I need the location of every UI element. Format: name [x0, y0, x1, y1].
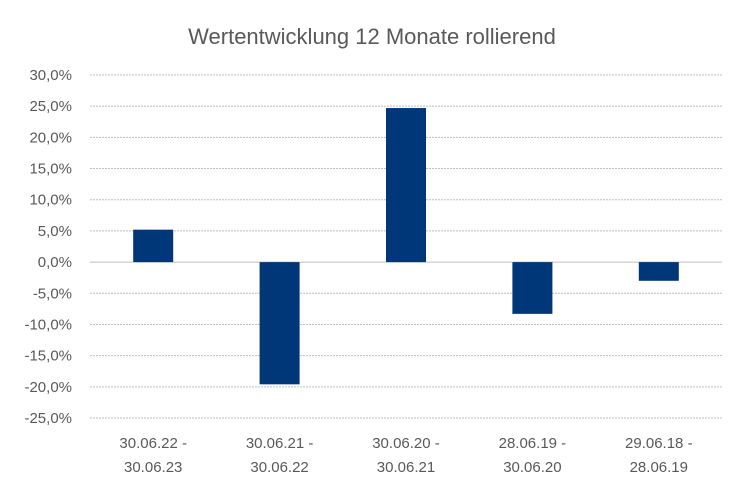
y-tick-label: -20,0% [24, 379, 72, 396]
y-tick-label: -25,0% [24, 410, 72, 427]
x-category-label: 28.06.19 [630, 459, 688, 476]
x-category-label: 30.06.22 - [119, 435, 187, 452]
y-tick-label: -15,0% [24, 348, 72, 365]
y-tick-label: 25,0% [29, 98, 72, 115]
y-tick-label: -5,0% [33, 285, 72, 302]
x-category-label: 28.06.19 - [499, 435, 567, 452]
bar [638, 262, 679, 281]
bar [133, 229, 174, 263]
y-tick-label: 15,0% [29, 161, 72, 178]
x-category-label: 30.06.22 [250, 459, 308, 476]
y-tick-label: 5,0% [38, 223, 72, 240]
bar [259, 262, 300, 385]
bar [386, 108, 426, 263]
x-category-label: 30.06.21 [377, 459, 435, 476]
y-axis-tick-labels: 30,0% 25,0% 20,0% 15,0% 10,0% 5,0% 0,0% -5,0% -1… [24, 67, 72, 427]
x-axis-category-labels: 30.06.22 - 30.06.23 30.06.21 - 30.06.22 30.0… [119, 435, 692, 476]
x-category-label: 30.06.20 - [372, 435, 440, 452]
bar [512, 262, 553, 314]
y-tick-label: 0,0% [38, 254, 72, 271]
x-category-label: 30.06.20 [503, 459, 561, 476]
bars [133, 108, 679, 385]
x-category-label: 29.06.18 - [625, 435, 693, 452]
y-tick-label: 30,0% [29, 67, 72, 84]
x-category-label: 30.06.23 [124, 459, 182, 476]
y-tick-label: 10,0% [29, 192, 72, 209]
y-tick-label: -10,0% [24, 316, 72, 333]
chart-title: Wertentwicklung 12 Monate rollierend [188, 24, 556, 49]
y-tick-label: 20,0% [29, 129, 72, 146]
x-category-label: 30.06.21 - [246, 435, 314, 452]
